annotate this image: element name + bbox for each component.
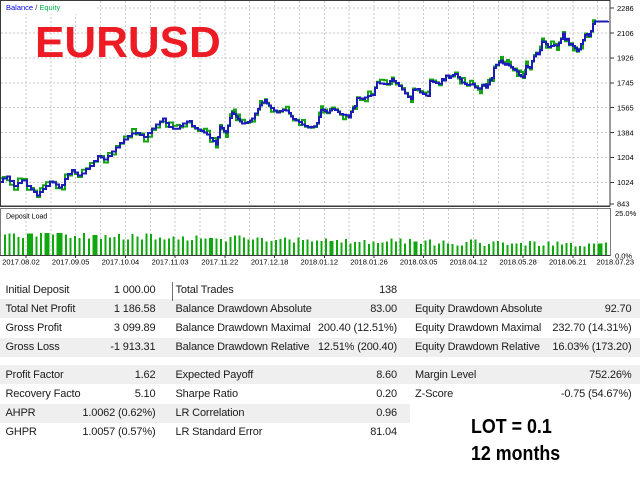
svg-text:843: 843 [617,200,630,209]
svg-text:2017.11.03: 2017.11.03 [152,258,189,267]
svg-text:2018.01.12: 2018.01.12 [301,258,339,267]
svg-text:2017.12.18: 2017.12.18 [251,258,289,267]
svg-text:2017.08.02: 2017.08.02 [2,258,40,267]
svg-text:2018.06.21: 2018.06.21 [549,258,587,267]
svg-text:1565: 1565 [617,103,634,112]
svg-text:2018.01.26: 2018.01.26 [350,258,388,267]
svg-text:1204: 1204 [617,153,634,162]
svg-text:Balance / Equity: Balance / Equity [6,3,60,12]
svg-text:1745: 1745 [617,79,634,88]
svg-text:25.0%: 25.0% [615,209,637,218]
svg-text:2017.10.04: 2017.10.04 [102,258,140,267]
svg-text:1926: 1926 [617,54,634,63]
svg-text:2018.03.05: 2018.03.05 [400,258,438,267]
svg-text:Deposit Load: Deposit Load [6,214,47,221]
svg-text:2017.09.05: 2017.09.05 [52,258,90,267]
svg-text:2286: 2286 [617,4,634,13]
svg-text:2018.07.23: 2018.07.23 [596,258,634,267]
svg-text:1024: 1024 [617,178,634,187]
svg-text:2018.04.12: 2018.04.12 [450,258,488,267]
svg-text:2018.05.28: 2018.05.28 [499,258,537,267]
svg-text:0.0%: 0.0% [615,252,632,261]
svg-text:2017.11.22: 2017.11.22 [201,258,238,267]
svg-text:1384: 1384 [617,128,634,137]
svg-text:2106: 2106 [617,29,634,38]
